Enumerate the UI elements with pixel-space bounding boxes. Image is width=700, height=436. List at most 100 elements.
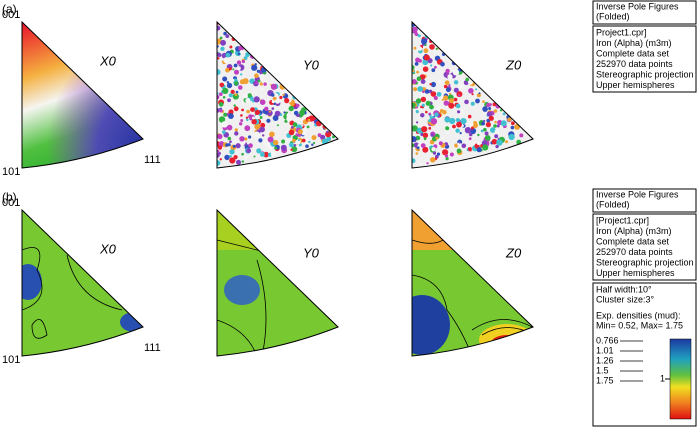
dot <box>483 119 486 123</box>
legend-density: Exp. densities (mud): <box>596 310 681 320</box>
dot <box>263 151 269 158</box>
dot <box>286 112 292 119</box>
dot <box>458 83 464 90</box>
dot <box>266 118 271 123</box>
dot <box>422 66 429 72</box>
blob <box>22 264 42 300</box>
dot <box>222 76 228 82</box>
dot <box>502 112 506 116</box>
contour <box>412 229 533 356</box>
dot <box>430 133 434 137</box>
dot <box>271 99 275 104</box>
dot <box>217 160 221 166</box>
dot <box>486 111 493 117</box>
dot <box>455 128 460 133</box>
corner-label: 101 <box>2 166 20 178</box>
dot <box>232 144 236 148</box>
dot <box>245 98 251 104</box>
dot <box>508 133 515 141</box>
dot <box>261 153 265 157</box>
dot <box>253 155 256 158</box>
blob <box>224 275 260 305</box>
dot <box>305 114 310 118</box>
dot <box>301 124 304 127</box>
dot <box>254 109 260 115</box>
dot <box>430 157 436 163</box>
legend-setting: Half width:10° <box>596 284 652 294</box>
dot <box>435 47 438 50</box>
dot <box>499 109 503 112</box>
dot <box>239 50 244 54</box>
dot <box>437 79 442 84</box>
dot <box>475 88 478 91</box>
dot <box>259 116 263 119</box>
dot <box>221 121 228 128</box>
dot <box>420 105 423 108</box>
dot <box>461 124 464 128</box>
dot <box>494 129 499 134</box>
fill-layer <box>412 210 533 356</box>
dot <box>299 110 305 116</box>
pole-figure <box>21 20 144 169</box>
pole-figure <box>21 208 144 357</box>
dot <box>233 139 238 144</box>
dot <box>227 136 232 141</box>
dot <box>429 83 432 86</box>
dot <box>441 98 444 101</box>
dot <box>430 64 433 67</box>
dot <box>412 153 415 157</box>
dot <box>252 116 255 120</box>
dot <box>229 154 232 158</box>
dot <box>242 93 248 99</box>
contour <box>22 247 123 339</box>
dot <box>256 69 260 73</box>
dot <box>271 107 275 110</box>
dot <box>441 136 445 140</box>
dot <box>467 79 474 85</box>
dot <box>478 92 481 95</box>
dot <box>424 89 430 94</box>
dot <box>259 73 266 80</box>
dot <box>288 129 295 136</box>
corner-label: 001 <box>2 9 20 21</box>
dot <box>495 144 499 149</box>
dot <box>223 31 227 36</box>
dot <box>256 148 262 154</box>
fill-layer <box>217 22 338 168</box>
legend-title: Inverse Pole Figures <box>596 1 679 11</box>
dot <box>217 92 219 96</box>
dot <box>416 76 422 81</box>
dot <box>222 87 229 94</box>
dot <box>420 96 427 103</box>
dot <box>229 45 233 49</box>
colorbar-label: 1 <box>660 373 665 383</box>
dot <box>248 143 253 148</box>
figure-title: Z0 <box>505 245 522 260</box>
dot <box>222 96 226 99</box>
dot <box>460 118 467 125</box>
legend-info: Iron (Alpha) (m3m) <box>596 226 672 236</box>
dot <box>444 80 450 86</box>
dot <box>418 59 422 63</box>
dot <box>291 146 298 153</box>
legend-box <box>592 0 697 25</box>
dot <box>442 149 449 156</box>
dot <box>244 125 251 132</box>
dot <box>257 79 261 83</box>
dot <box>434 112 439 117</box>
legend-info: Upper hemispheres <box>596 80 675 90</box>
dot <box>495 118 499 122</box>
dot <box>453 80 459 85</box>
dot <box>255 114 260 120</box>
dot <box>422 59 429 66</box>
corner-label: 101 <box>2 354 20 366</box>
dot <box>496 124 500 128</box>
dot <box>514 124 520 130</box>
level-label: 0.766 <box>596 335 619 345</box>
legend-box <box>592 188 697 213</box>
dot <box>284 98 290 104</box>
corner-label: 001 <box>2 197 20 209</box>
dot <box>420 143 426 148</box>
pole-figure <box>411 20 534 169</box>
